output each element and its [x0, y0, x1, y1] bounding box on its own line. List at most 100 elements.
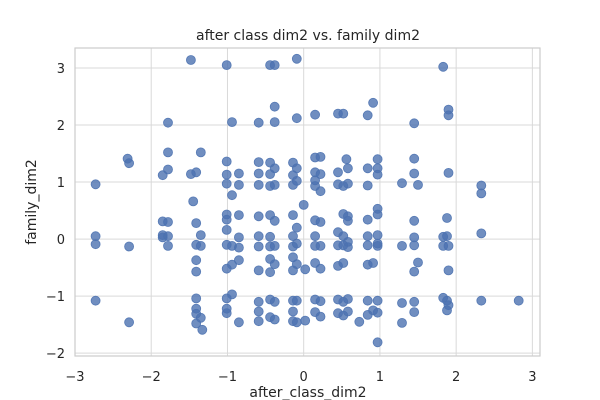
data-point [368, 258, 379, 268]
data-point [221, 214, 232, 225]
data-point [269, 117, 280, 127]
data-point [221, 224, 232, 235]
data-point [291, 113, 302, 124]
data-point [291, 317, 302, 328]
data-point [291, 163, 302, 174]
data-point [163, 217, 173, 227]
data-point [362, 214, 373, 225]
data-point [315, 169, 326, 180]
data-point [191, 293, 202, 304]
data-point [253, 168, 264, 179]
data-point [397, 317, 407, 328]
x-tick-labels: −3 −2 −1 0 1 2 3 [65, 370, 536, 385]
data-point [368, 97, 379, 108]
data-point [443, 110, 454, 121]
data-point [253, 316, 264, 327]
data-point [438, 61, 449, 72]
data-point [233, 255, 244, 266]
data-point [476, 228, 487, 239]
data-point [397, 298, 407, 308]
data-point [188, 196, 199, 207]
data-point [362, 163, 373, 174]
data-point [409, 215, 420, 226]
data-point [253, 117, 264, 128]
data-point [221, 178, 232, 189]
data-point [269, 179, 280, 190]
data-point [269, 296, 280, 307]
data-point [315, 151, 326, 162]
data-point [90, 239, 101, 250]
data-point [372, 169, 383, 180]
data-point [342, 215, 353, 226]
data-point [476, 188, 487, 199]
y-tick-label: −1 [46, 290, 65, 305]
x-tick-label: 0 [300, 370, 308, 385]
data-point [265, 267, 276, 278]
data-point [191, 218, 202, 229]
data-point [185, 55, 196, 65]
x-tick-label: −2 [142, 370, 161, 385]
data-point [233, 168, 244, 179]
data-point [253, 296, 264, 307]
data-point [253, 157, 264, 168]
data-point [195, 312, 206, 323]
data-point [413, 257, 423, 268]
data-point [253, 179, 264, 190]
data-point [409, 240, 420, 251]
data-point [195, 147, 206, 158]
data-point [372, 240, 383, 251]
data-point [409, 307, 420, 318]
data-point [372, 209, 383, 220]
data-point [409, 153, 420, 164]
x-tick-label: 1 [376, 370, 384, 385]
data-point [269, 259, 280, 270]
data-point [409, 168, 420, 179]
data-point [191, 255, 202, 266]
data-point [443, 240, 454, 251]
data-point [442, 213, 452, 223]
data-point [372, 230, 383, 241]
data-point [288, 306, 298, 317]
data-point [315, 263, 326, 274]
plot-frame [74, 47, 541, 357]
data-point [265, 231, 276, 242]
data-point [315, 186, 326, 197]
data-point [233, 242, 244, 253]
data-point [372, 337, 383, 348]
x-tick-label: 3 [528, 370, 536, 385]
data-point [227, 190, 237, 201]
data-point [342, 242, 353, 253]
data-point [338, 108, 349, 119]
data-point [221, 60, 232, 70]
data-point [298, 199, 309, 210]
data-point [342, 178, 353, 189]
data-point [372, 295, 383, 306]
data-point [362, 231, 373, 242]
data-point [342, 163, 353, 174]
data-point [442, 231, 452, 242]
data-point [269, 240, 280, 251]
data-point [300, 315, 311, 326]
data-point [90, 295, 101, 306]
data-point [315, 296, 326, 307]
data-point [233, 210, 244, 221]
data-point [291, 175, 302, 186]
data-point [221, 308, 232, 319]
data-point [397, 178, 407, 189]
data-point [409, 118, 420, 129]
data-point [338, 258, 349, 268]
data-point [288, 210, 298, 221]
x-tick-label: −1 [218, 370, 237, 385]
y-tick-label: −2 [46, 347, 65, 362]
data-point [195, 240, 206, 251]
data-point [315, 311, 326, 322]
data-point [300, 264, 311, 275]
data-point [372, 154, 383, 165]
data-point [227, 259, 237, 270]
y-tick-label: 2 [57, 119, 65, 134]
data-point [269, 163, 280, 174]
data-point [253, 265, 264, 276]
data-point [227, 117, 237, 127]
data-point [341, 154, 352, 165]
